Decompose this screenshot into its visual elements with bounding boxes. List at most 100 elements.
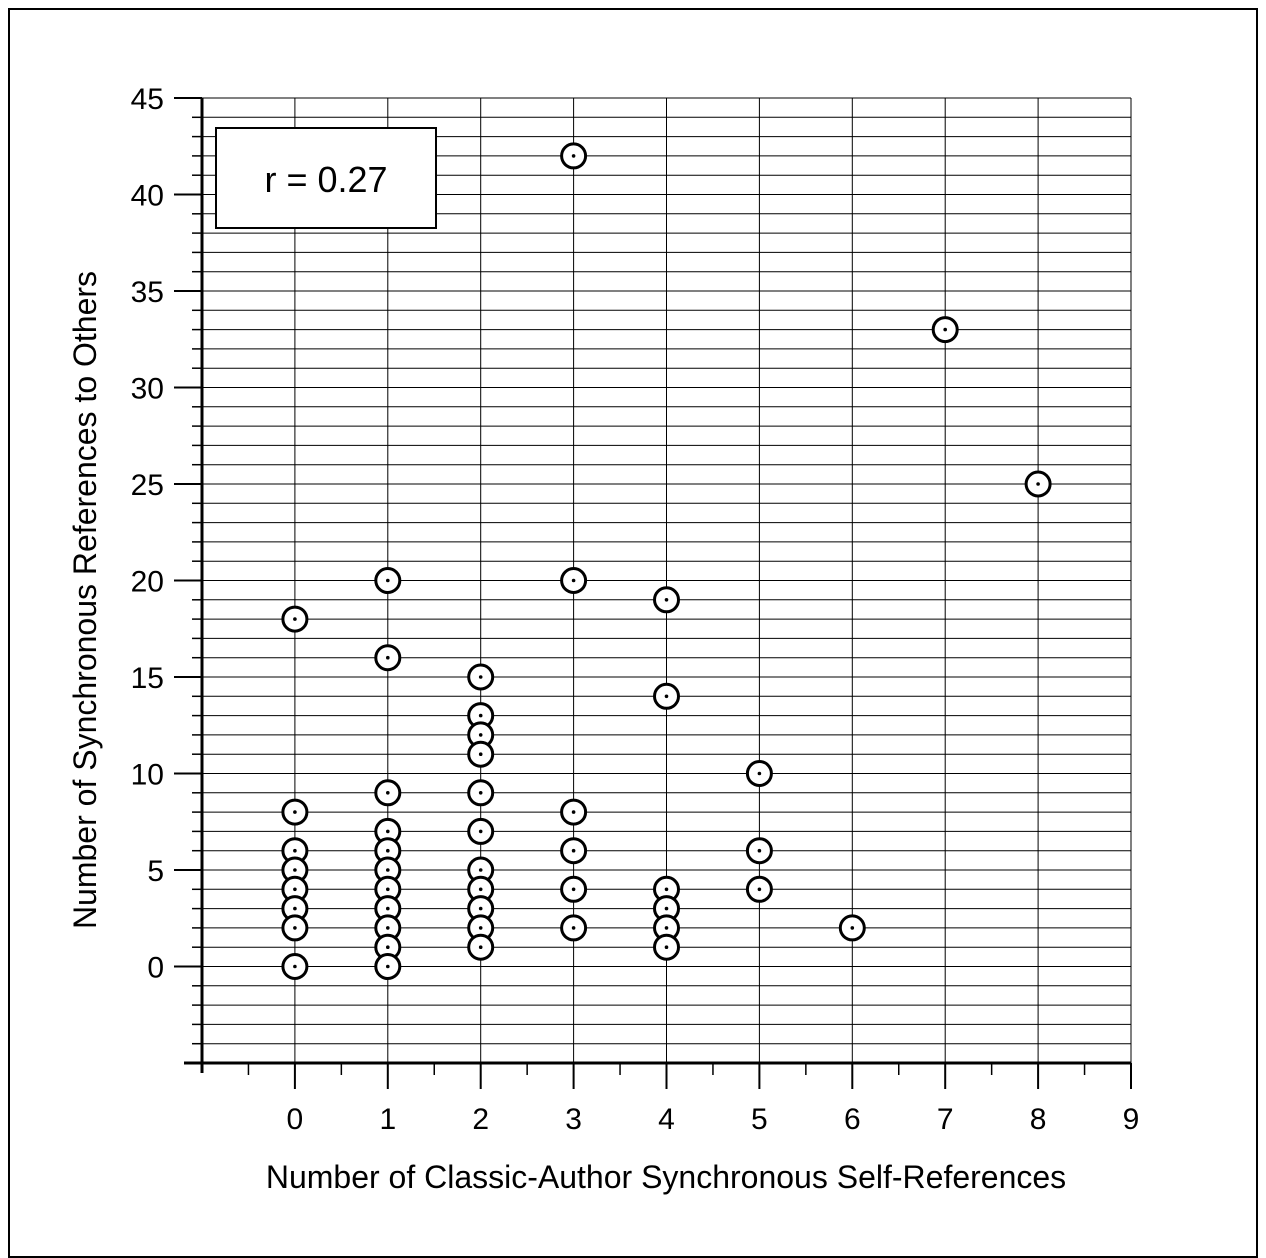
point-dot bbox=[478, 906, 483, 911]
point-dot bbox=[386, 945, 390, 949]
data-point bbox=[745, 837, 773, 865]
data-point bbox=[374, 779, 402, 807]
y-tick-label: 35 bbox=[131, 276, 164, 309]
data-point bbox=[653, 586, 680, 614]
x-tick-label: 1 bbox=[379, 1103, 396, 1136]
data-point bbox=[374, 914, 402, 942]
x-tick-label: 2 bbox=[472, 1103, 489, 1136]
point-dot bbox=[571, 926, 576, 930]
point-dot bbox=[1036, 482, 1040, 486]
y-tick-label: 40 bbox=[131, 180, 164, 213]
point-dot bbox=[478, 791, 483, 795]
point-dot bbox=[386, 655, 390, 660]
point-dot bbox=[757, 771, 762, 776]
y-tick-label: 20 bbox=[131, 566, 164, 599]
point-dot bbox=[664, 906, 669, 911]
point-dot bbox=[571, 848, 576, 853]
annotation-frame bbox=[215, 127, 437, 229]
data-point bbox=[281, 914, 309, 942]
data-point bbox=[653, 933, 680, 961]
data-point bbox=[467, 875, 495, 903]
point-dot bbox=[293, 617, 297, 621]
point-dot bbox=[293, 964, 297, 969]
point-dot bbox=[571, 578, 576, 583]
point-dot bbox=[478, 887, 483, 892]
data-point bbox=[653, 682, 680, 710]
data-point bbox=[467, 663, 495, 691]
y-tick-label: 10 bbox=[131, 759, 164, 792]
point-dot bbox=[478, 926, 483, 930]
data-point bbox=[467, 779, 495, 807]
point-dot bbox=[293, 887, 297, 892]
data-point bbox=[374, 567, 402, 594]
point-dot bbox=[478, 945, 483, 949]
data-point bbox=[745, 875, 773, 903]
data-point bbox=[281, 605, 309, 633]
point-dot bbox=[664, 598, 669, 602]
y-tick-label: 15 bbox=[131, 662, 164, 695]
grid-lines bbox=[202, 97, 1132, 1064]
x-tick-label: 8 bbox=[1030, 1103, 1047, 1136]
point-dot bbox=[571, 887, 576, 892]
data-point bbox=[560, 142, 588, 170]
data-point bbox=[374, 953, 402, 980]
y-tick-label: 25 bbox=[131, 469, 164, 502]
point-dot bbox=[478, 829, 483, 834]
data-point bbox=[560, 567, 588, 594]
point-dot bbox=[386, 926, 390, 930]
y-axis-title: Number of Synchronous References to Othe… bbox=[67, 271, 103, 929]
annotation-box: r = 0.27 bbox=[215, 127, 437, 229]
point-dot bbox=[478, 713, 483, 718]
data-point bbox=[281, 953, 309, 980]
point-dot bbox=[386, 578, 390, 583]
point-dot bbox=[386, 964, 390, 969]
point-dot bbox=[664, 694, 669, 699]
data-point bbox=[560, 875, 588, 903]
data-point bbox=[931, 316, 959, 344]
x-tick-label: 4 bbox=[658, 1103, 675, 1136]
point-dot bbox=[571, 810, 576, 814]
point-dot bbox=[293, 848, 297, 853]
data-point bbox=[560, 837, 588, 865]
axes bbox=[174, 97, 1132, 1089]
x-tick-label: 3 bbox=[565, 1103, 582, 1136]
point-dot bbox=[664, 945, 669, 949]
data-point bbox=[560, 798, 588, 826]
data-point bbox=[745, 760, 773, 787]
point-dot bbox=[664, 926, 669, 930]
data-point bbox=[374, 644, 402, 672]
point-dot bbox=[478, 868, 483, 872]
point-dot bbox=[386, 791, 390, 795]
y-tick-label: 5 bbox=[147, 855, 164, 888]
x-tick-label: 7 bbox=[937, 1103, 954, 1136]
data-point bbox=[374, 856, 402, 884]
point-dot bbox=[386, 906, 390, 911]
x-axis-title: Number of Classic-Author Synchronous Sel… bbox=[266, 1159, 1066, 1195]
point-dot bbox=[293, 810, 297, 814]
data-point bbox=[1024, 470, 1052, 498]
point-dot bbox=[293, 926, 297, 930]
point-dot bbox=[757, 887, 762, 892]
point-dot bbox=[293, 868, 297, 872]
correlation-annotation: r = 0.27 bbox=[264, 159, 387, 200]
point-dot bbox=[386, 848, 390, 853]
point-dot bbox=[293, 906, 297, 911]
x-tick-label: 9 bbox=[1123, 1103, 1140, 1136]
y-tick-label: 45 bbox=[131, 83, 164, 116]
data-point bbox=[560, 914, 588, 942]
y-tick-label: 30 bbox=[131, 373, 164, 406]
point-dot bbox=[386, 829, 390, 834]
point-dot bbox=[386, 868, 390, 872]
data-point bbox=[653, 914, 680, 942]
point-dot bbox=[478, 675, 483, 679]
data-point bbox=[467, 740, 495, 768]
data-point bbox=[838, 914, 866, 942]
point-dot bbox=[757, 848, 762, 853]
data-point bbox=[281, 837, 309, 865]
data-point bbox=[467, 817, 495, 845]
data-points bbox=[281, 142, 1052, 980]
point-dot bbox=[664, 887, 669, 892]
point-dot bbox=[478, 733, 483, 737]
